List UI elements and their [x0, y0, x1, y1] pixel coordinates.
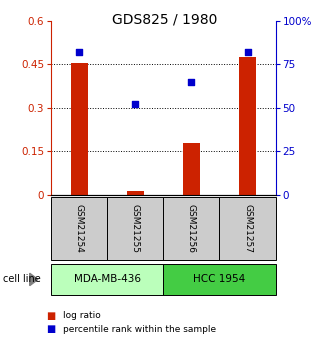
Bar: [71, 63, 87, 195]
Bar: [239, 57, 256, 195]
Bar: [127, 191, 144, 195]
Text: MDA-MB-436: MDA-MB-436: [74, 275, 141, 284]
Text: GSM21254: GSM21254: [75, 204, 84, 253]
Text: log ratio: log ratio: [63, 311, 100, 320]
Point: [77, 49, 82, 55]
Text: percentile rank within the sample: percentile rank within the sample: [63, 325, 216, 334]
Text: GSM21257: GSM21257: [243, 204, 252, 253]
Point: [189, 79, 194, 85]
Text: HCC 1954: HCC 1954: [193, 275, 246, 284]
Bar: [183, 143, 200, 195]
Point: [133, 101, 138, 107]
Text: GDS825 / 1980: GDS825 / 1980: [112, 12, 218, 26]
Text: ■: ■: [46, 325, 55, 334]
Text: ■: ■: [46, 311, 55, 321]
Text: cell line: cell line: [3, 275, 41, 284]
Point: [245, 49, 250, 55]
Polygon shape: [30, 273, 38, 286]
Text: GSM21255: GSM21255: [131, 204, 140, 253]
Text: GSM21256: GSM21256: [187, 204, 196, 253]
